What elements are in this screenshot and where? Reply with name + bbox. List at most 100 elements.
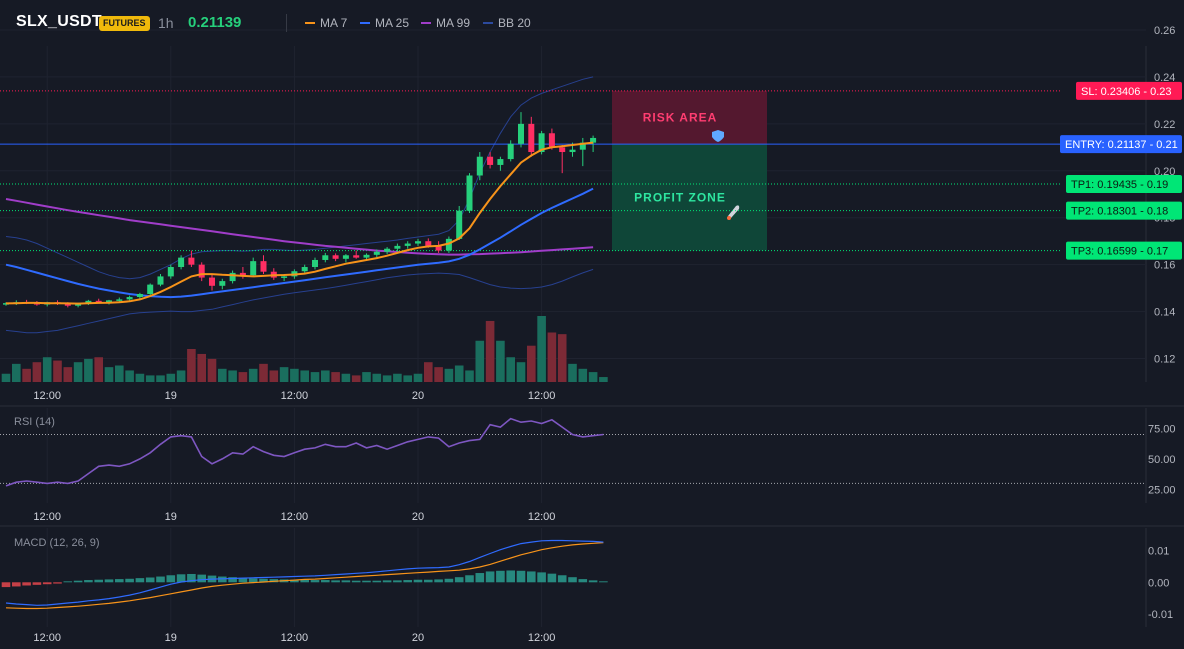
volume-bar [176,370,186,382]
volume-bar [527,345,536,382]
macd-histogram-bar [32,582,42,585]
futures-badge: FUTURES [99,16,150,31]
macd-histogram-bar [382,580,392,583]
volume-bar [351,375,361,382]
volume-bar [156,375,165,382]
volume-bar [300,370,309,382]
candle-body [106,300,112,303]
timeframe-label[interactable]: 1h [158,15,174,31]
volume-bar [12,363,21,382]
macd-histogram-bar [496,570,505,583]
candle-body [167,267,174,277]
volume-bar [310,372,320,382]
volume-bar [444,368,454,382]
macd-tick-label: 0.00 [1148,577,1169,589]
ma99-line [5,198,594,256]
candle-body [229,272,236,282]
rocket-icon [728,205,740,218]
profit-zone [612,144,767,251]
macd-histogram-bar [156,576,165,583]
macd-histogram-bar [362,580,371,583]
volume-bar [537,316,546,382]
macd-histogram-bar [393,580,402,583]
volume-bar [485,320,495,382]
legend-ma25[interactable]: MA 25 [360,16,409,30]
price-tick-label: 0.22 [1154,119,1175,131]
legend-ma99[interactable]: MA 99 [421,16,470,30]
bb-upper-line [5,76,594,280]
candle-body [126,297,133,300]
candle-body [569,149,576,153]
volume-bar [465,370,474,382]
macd-tick-label: 0.01 [1148,545,1169,557]
rsi-title: RSI (14) [14,416,55,428]
time-tick-label: 12:00 [281,632,309,644]
symbol-name[interactable]: SLX_USDT [16,13,102,30]
time-tick-label: 12:00 [281,511,309,523]
macd-histogram-bar [42,582,52,585]
macd-histogram-bar [197,574,206,583]
macd-histogram-bar [557,575,567,583]
volume-bar [290,368,299,382]
volume-bar [321,370,330,382]
macd-histogram-bar [1,582,11,588]
macd-histogram-bar [22,582,31,586]
candle-body [322,255,329,260]
legend-swatch [483,22,493,24]
candle-body [3,303,9,305]
legend-swatch [421,22,431,24]
candle-body [497,159,504,165]
macd-histogram-bar [506,570,515,583]
ma7-line [5,141,594,305]
candle-body [466,175,473,211]
price-tick-label: 0.16 [1154,260,1175,272]
volume-bar [197,353,206,382]
volume-bar [434,367,443,382]
candle-body [209,277,215,286]
macd-histogram-bar [475,573,485,583]
price-tick-label: 0.26 [1154,25,1175,37]
macd-histogram-bar [12,582,21,587]
level-tag-tp [1066,241,1182,260]
legend-bb20[interactable]: BB 20 [483,16,531,30]
macd-histogram-bar [578,579,588,583]
macd-histogram-bar [94,579,103,583]
macd-histogram-bar [166,575,176,583]
time-tick-label: 12:00 [528,390,556,402]
price-tick-label: 0.14 [1154,307,1175,319]
legend-label: BB 20 [498,16,531,30]
volume-bar [372,373,382,382]
time-tick-label: 12:00 [33,390,61,402]
macd-histogram-bar [413,579,423,583]
candle-body [332,255,339,259]
candle-body [394,245,401,249]
volume-bar [362,372,371,382]
macd-histogram-bar [238,577,248,583]
macd-histogram-bar [331,580,340,583]
header-divider [286,14,287,32]
macd-histogram-bar [53,582,62,584]
volume-bar [454,365,464,382]
level-tag-label: SL: 0.23406 - 0.23 [1081,86,1172,98]
candle-body [301,267,308,272]
volume-bar [218,368,227,382]
level-tag-label: TP2: 0.18301 - 0.18 [1071,206,1168,218]
time-tick-label: 20 [412,632,424,644]
legend-ma7[interactable]: MA 7 [305,16,347,30]
volume-bar [578,368,588,382]
volume-bar [238,372,248,382]
candle-body [85,300,92,304]
volume-bar [588,372,598,382]
price-tick-label: 0.20 [1154,166,1175,178]
candle-body [64,303,71,306]
time-tick-label: 19 [165,390,177,402]
candle-body [188,257,195,265]
volume-bar [228,370,237,382]
legend-label: MA 25 [375,16,410,30]
time-tick-label: 12:00 [528,632,556,644]
volume-bar [1,373,11,382]
macd-histogram-bar [187,573,196,583]
macd-histogram-bar [588,580,598,583]
volume-bar [73,362,83,382]
